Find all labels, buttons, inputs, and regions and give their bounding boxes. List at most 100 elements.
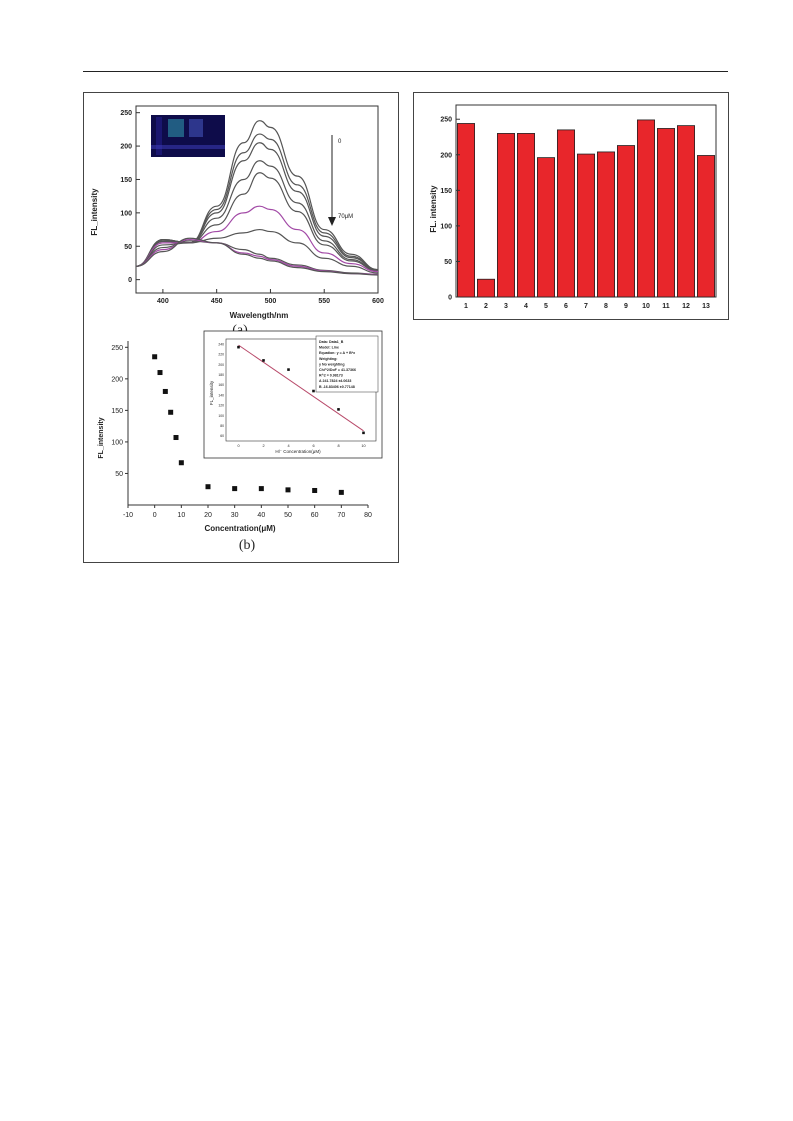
concentration-y-tick-label: 100 — [111, 439, 123, 446]
bar — [616, 145, 635, 298]
spectra-x-tick-label: 500 — [265, 298, 277, 305]
inset-point — [312, 389, 315, 393]
spectra-axes-frame — [135, 105, 379, 294]
concentration-x-tick-label: 30 — [231, 512, 239, 519]
concentration-x-tick-label: 20 — [204, 512, 212, 519]
inset-y-tick-label: 180 — [218, 373, 224, 377]
inset-fit-line — [238, 344, 364, 432]
inset-ylabel: FL_intensity — [209, 380, 214, 405]
concentration-point — [205, 484, 211, 490]
inset-legend-line: Data: Data1_B — [319, 340, 344, 344]
spectra-x-tick-label: 600 — [372, 298, 384, 305]
inset-y-tick-label: 60 — [220, 434, 224, 438]
cuvette-photo-tube-2 — [168, 119, 184, 137]
bar-x-tick-label: 10 — [642, 303, 650, 310]
bar-x-tick-label: 5 — [544, 303, 548, 310]
cuvette-photo — [151, 115, 225, 157]
concentration-x-tick-label: 70 — [337, 512, 345, 519]
spectra-x-tick-label: 400 — [157, 298, 169, 305]
spectra-x-tick-label: 550 — [318, 298, 330, 305]
concentration-xlabel: Concentration(μM) — [204, 524, 275, 533]
inset-x-tick-label: 10 — [361, 444, 365, 448]
inset-y-tick-label: 100 — [218, 414, 224, 418]
concentration-x-tick-label: 40 — [257, 512, 265, 519]
bar — [517, 133, 536, 298]
inset-y-tick-label: 80 — [220, 424, 224, 428]
concentration-point — [285, 487, 291, 493]
bar-y-tick-label: 150 — [440, 188, 452, 195]
inset-point — [362, 431, 365, 435]
bar — [576, 153, 595, 298]
inset-x-tick-label: 8 — [337, 444, 339, 448]
inset-point — [262, 359, 265, 362]
bar-x-tick-label: 4 — [524, 303, 528, 310]
bar-x-tick-label: 8 — [604, 303, 608, 310]
inset-y-tick-label: 160 — [218, 383, 224, 387]
inset-point — [237, 345, 240, 349]
linear-fit-inset: 0 2 4 6 8 10 60 80 100 120 140 160 180 200 220 240 Hl⁻ … — [203, 330, 383, 459]
inset-legend-line: Weighting: — [319, 357, 338, 361]
bar-x-tick-label: 7 — [584, 303, 588, 310]
spectra-xlabel: Wavelength/nm — [230, 311, 289, 320]
concentration-y-tick-label: 150 — [111, 408, 123, 415]
concentration-x-tick-label: 10 — [177, 512, 185, 519]
bar — [477, 278, 496, 298]
inset-legend-line: R^2 = 0.98173 — [319, 374, 343, 378]
header-rule — [83, 71, 728, 72]
bar-x-tick-label: 11 — [662, 303, 670, 310]
cuvette-photo-tube-3 — [189, 119, 203, 137]
figure-right-panel: 1 2 3 4 5 6 7 8 9 10 11 12 13 0 50 100 150 200 250 FL. int… — [413, 92, 729, 320]
bar-y-tick-label: 0 — [448, 295, 452, 302]
spectrum-line — [135, 237, 379, 276]
spectrum-line — [135, 228, 379, 274]
concentration-y-tick-label: 250 — [111, 345, 123, 352]
inset-y-tick-label: 120 — [218, 404, 224, 408]
figure-left-panel: 400 450 500 550 600 0 50 100 150 200 250 0 70μM Wa… — [83, 92, 399, 563]
inset-xlabel: Hl⁻ Concentration(μM) — [275, 449, 321, 454]
bar-x-tick-label: 1 — [464, 303, 468, 310]
cuvette-photo-tube-1 — [156, 117, 162, 155]
concentration-x-tick-label: 80 — [364, 512, 372, 519]
bar-x-tick-label: 2 — [484, 303, 488, 310]
bar — [636, 119, 655, 298]
concentration-point — [162, 388, 168, 394]
arrow-bottom-label: 70μM — [338, 214, 353, 220]
inset-point — [337, 408, 340, 411]
bar — [556, 129, 575, 298]
inset-legend-line: B -16.83406 ±0.77148 — [319, 385, 355, 389]
inset-legend-line: A 241.7824 ±4.0633 — [319, 379, 351, 383]
bar — [596, 151, 615, 298]
bar-y-tick-label: 50 — [444, 259, 452, 266]
bar — [676, 125, 695, 298]
concentration-x-tick-label: 0 — [153, 512, 157, 519]
concentration-arrow-head — [328, 217, 336, 226]
bar-y-tick-label: 200 — [440, 152, 452, 159]
concentration-y-tick-label: 50 — [115, 471, 123, 478]
spectra-chart: 400 450 500 550 600 0 50 100 150 200 250 0 70μM Wa… — [90, 105, 384, 338]
bar — [497, 133, 516, 298]
concentration-point — [312, 487, 318, 493]
inset-legend-line: Equation: y = A + B*x — [319, 351, 355, 355]
bar-x-tick-label: 3 — [504, 303, 508, 310]
concentration-point — [258, 486, 264, 492]
inset-y-tick-label: 200 — [218, 363, 224, 367]
concentration-point — [338, 489, 344, 495]
inset-x-tick-label: 4 — [287, 444, 289, 448]
spectra-y-tick-label: 0 — [128, 277, 132, 284]
inset-x-tick-label: 6 — [312, 444, 314, 448]
bar-y-tick-label: 250 — [440, 117, 452, 124]
bar — [457, 123, 476, 298]
spectra-y-tick-label: 200 — [120, 144, 132, 151]
concentration-point — [232, 486, 238, 492]
bar-y-tick-label: 100 — [440, 223, 452, 230]
concentration-point — [173, 435, 179, 441]
bar-x-tick-label: 13 — [702, 303, 710, 310]
arrow-top-label: 0 — [338, 139, 342, 145]
concentration-y-tick-label: 200 — [111, 376, 123, 383]
bar — [696, 155, 715, 298]
caption-b: (b) — [239, 538, 256, 553]
bar — [537, 157, 556, 298]
